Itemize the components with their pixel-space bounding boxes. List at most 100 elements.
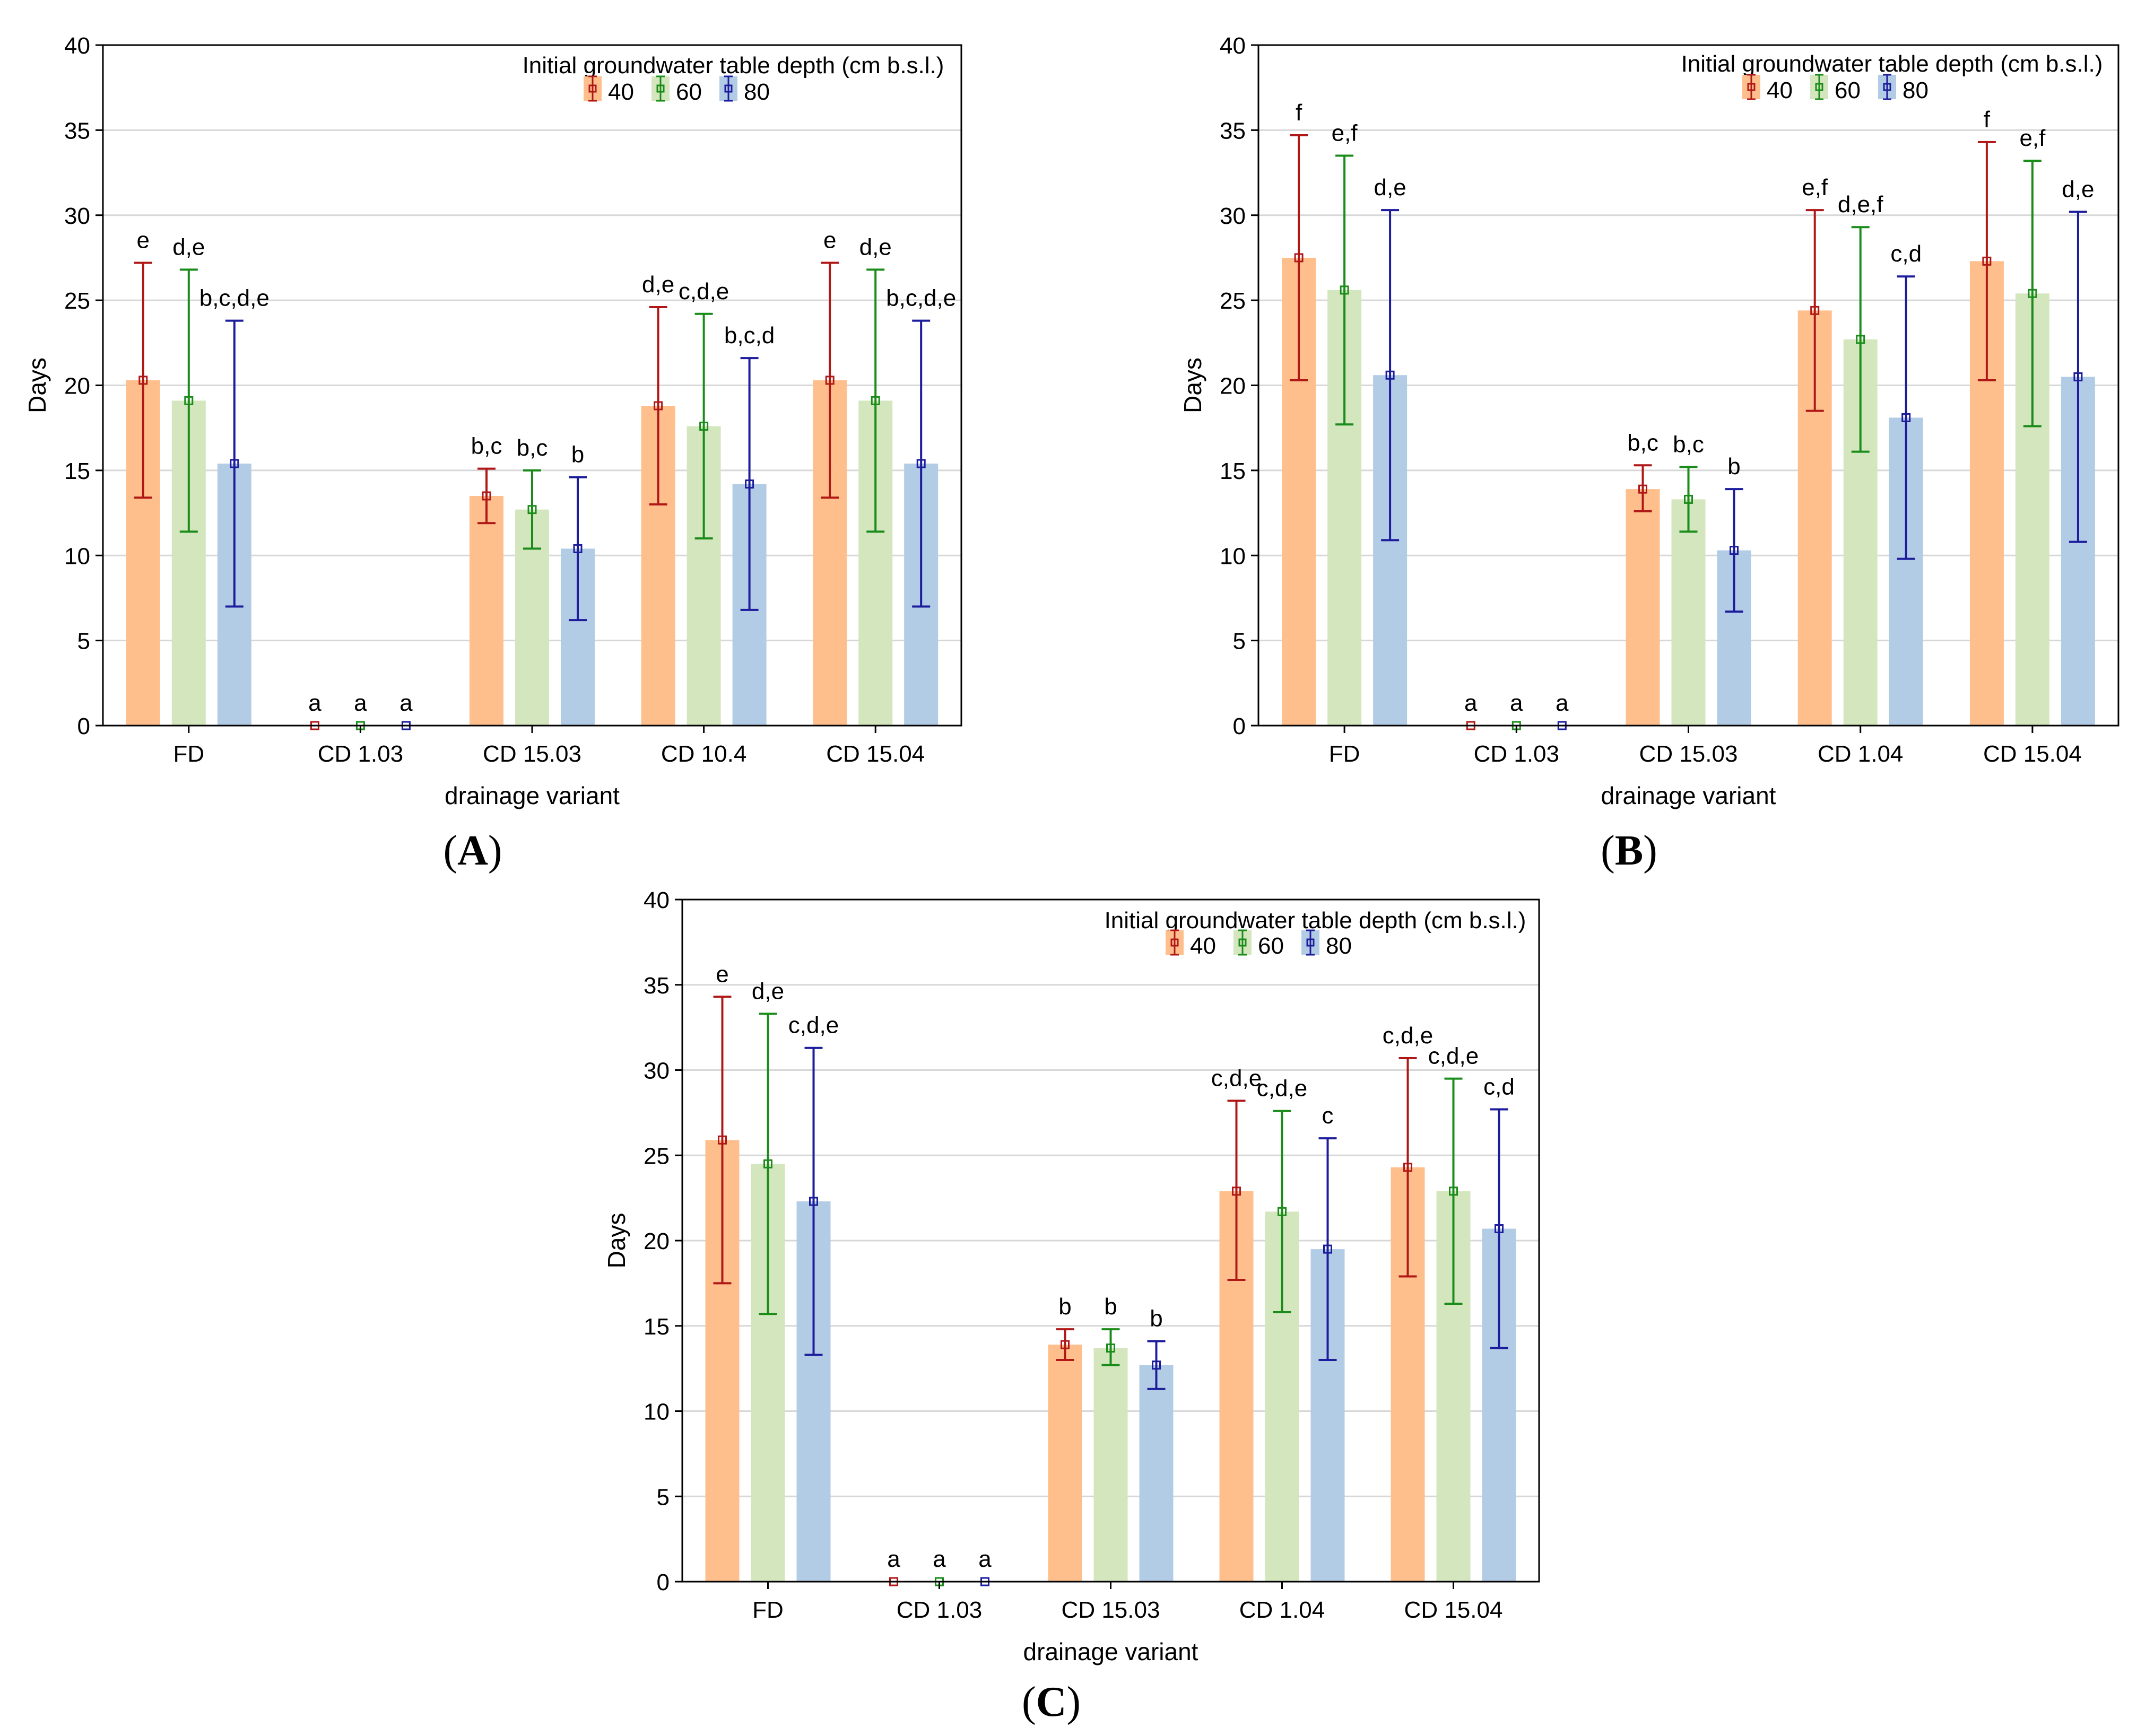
- legend-title: Initial groundwater table depth (cm b.s.…: [523, 53, 944, 78]
- significance-label: c,d: [1483, 1074, 1515, 1100]
- significance-label: d,e: [642, 272, 674, 298]
- significance-label: b: [1727, 453, 1740, 479]
- mean-marker: [2073, 372, 2083, 381]
- y-tick-label: 25: [644, 1143, 670, 1169]
- significance-label: b,c: [1627, 430, 1658, 456]
- x-axis-label: drainage variant: [445, 782, 620, 809]
- significance-label: a: [1464, 690, 1478, 716]
- mean-marker: [1385, 370, 1395, 380]
- legend-marker: [1883, 83, 1891, 91]
- mean-marker: [1495, 1224, 1504, 1233]
- significance-label: d,e,f: [1838, 191, 1883, 217]
- mean-marker: [1152, 1360, 1161, 1370]
- mean-marker: [527, 505, 537, 514]
- mean-marker: [1278, 1207, 1287, 1216]
- mean-marker: [654, 401, 663, 411]
- mean-marker: [745, 479, 754, 489]
- significance-label: b,c: [1673, 431, 1704, 457]
- x-tick-label: CD 15.04: [826, 741, 925, 767]
- bar-series-80-3: [1139, 1365, 1174, 1582]
- significance-label: c: [1322, 1103, 1334, 1129]
- y-tick-label: 10: [1220, 543, 1246, 569]
- significance-label: a: [308, 690, 322, 716]
- significance-label: c,d,e: [1428, 1043, 1479, 1069]
- mean-marker: [1061, 1340, 1070, 1349]
- y-tick-label: 0: [657, 1569, 670, 1595]
- significance-label: e: [823, 228, 836, 254]
- significance-label: e: [137, 228, 150, 254]
- y-tick-label: 20: [644, 1228, 670, 1254]
- legend-marker: [1238, 938, 1247, 947]
- mean-marker: [916, 459, 926, 468]
- significance-label: a: [1510, 690, 1523, 716]
- significance-label: d,e: [859, 234, 892, 260]
- y-tick-label: 30: [64, 203, 90, 229]
- mean-marker: [573, 544, 583, 553]
- significance-label: a: [978, 1546, 992, 1572]
- significance-label: c,d: [1890, 241, 1922, 267]
- y-tick-label: 25: [1220, 288, 1246, 314]
- significance-label: c,d,e: [788, 1013, 839, 1039]
- x-tick-label: CD 1.03: [1474, 741, 1559, 767]
- y-tick-label: 15: [644, 1314, 670, 1340]
- x-tick-label: CD 1.04: [1818, 741, 1903, 767]
- mean-marker: [1638, 484, 1647, 494]
- legend-title: Initial groundwater table depth (cm b.s.…: [1681, 51, 2103, 77]
- mean-marker: [1232, 1187, 1241, 1196]
- y-tick-label: 35: [1220, 118, 1246, 144]
- mean-marker: [138, 376, 148, 385]
- x-tick-label: CD 15.04: [1983, 741, 2082, 767]
- legend-entry-40: 40: [1190, 933, 1216, 959]
- y-tick-label: 35: [644, 973, 670, 999]
- y-tick-label: 25: [64, 288, 90, 314]
- significance-label: e,f: [1802, 175, 1828, 200]
- legend-marker: [1170, 938, 1179, 947]
- significance-label: b: [1058, 1294, 1071, 1320]
- significance-label: b: [1104, 1294, 1117, 1320]
- mean-marker: [1982, 256, 1992, 266]
- y-tick-label: 0: [77, 713, 90, 739]
- y-axis-label: Days: [1179, 357, 1206, 413]
- significance-label: a: [887, 1546, 900, 1572]
- y-tick-label: 40: [64, 33, 90, 59]
- significance-label: d,e: [1374, 175, 1406, 200]
- legend-entry-80: 80: [1903, 77, 1928, 103]
- y-tick-label: 10: [64, 543, 90, 569]
- mean-marker: [1901, 413, 1911, 422]
- significance-label: b,c,d: [724, 322, 775, 348]
- y-tick-label: 20: [1220, 373, 1246, 399]
- mean-marker: [1294, 253, 1304, 263]
- y-tick-label: 5: [1233, 629, 1246, 655]
- chart-panel-2: f a b,c e,f f e,f a b,c d,e,f e,f d,e a b c,d d,e 0 5 10 1…: [1179, 33, 2119, 874]
- x-tick-label: CD 15.03: [1639, 741, 1738, 767]
- mean-marker: [230, 459, 239, 468]
- significance-label: b,c,d,e: [886, 285, 956, 311]
- mean-marker: [718, 1135, 727, 1145]
- mean-marker: [1856, 335, 1865, 344]
- x-tick-label: CD 1.03: [897, 1597, 982, 1623]
- x-tick-label: FD: [1329, 741, 1360, 767]
- y-tick-label: 10: [644, 1399, 670, 1425]
- legend-marker: [588, 84, 597, 93]
- mean-marker: [1730, 546, 1739, 555]
- legend: Initial groundwater table depth (cm b.s.…: [1105, 908, 1526, 959]
- bar-series-40-3: [1626, 489, 1660, 726]
- mean-marker: [1106, 1344, 1115, 1353]
- legend-entry-60: 60: [676, 79, 702, 105]
- y-axis-label: Days: [603, 1213, 630, 1269]
- significance-label: b,c: [517, 435, 548, 461]
- significance-label: b,c,d,e: [199, 285, 270, 311]
- y-tick-label: 15: [64, 458, 90, 484]
- y-axis-label: Days: [23, 357, 51, 413]
- significance-label: e: [716, 961, 728, 987]
- significance-label: b,c: [471, 433, 502, 459]
- legend-entry-40: 40: [1767, 77, 1793, 103]
- significance-label: d,e: [752, 978, 784, 1004]
- y-tick-label: 35: [64, 118, 90, 144]
- y-tick-label: 30: [1220, 203, 1246, 229]
- mean-marker: [1403, 1163, 1412, 1172]
- legend-marker: [1306, 938, 1315, 947]
- mean-marker: [1810, 306, 1820, 315]
- x-tick-label: CD 1.03: [318, 741, 403, 767]
